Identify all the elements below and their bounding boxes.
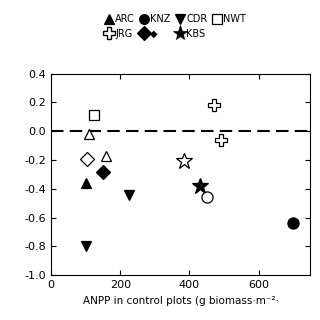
X-axis label: ANPP in control plots (g biomass·m⁻²·: ANPP in control plots (g biomass·m⁻²· (83, 296, 279, 306)
Legend: ARC, JRG, KNZ, ◆, CDR, KBS, NWT: ARC, JRG, KNZ, ◆, CDR, KBS, NWT (105, 14, 246, 39)
